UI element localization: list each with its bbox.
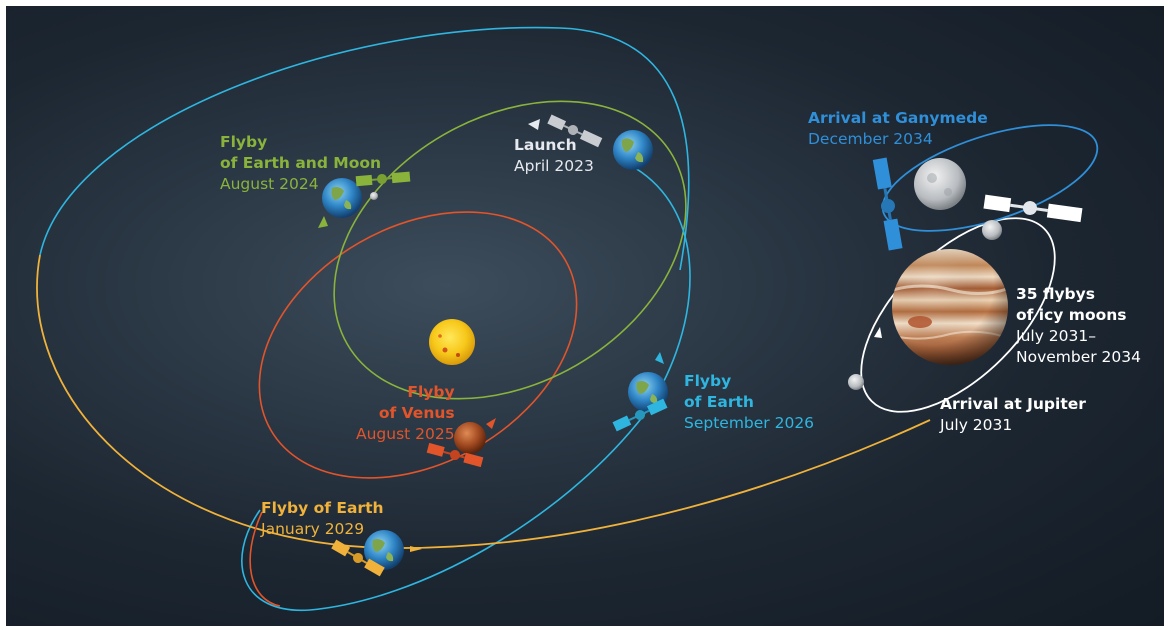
icy-moons-title-1: 35 flybys — [1016, 285, 1095, 303]
ganymede-icon — [914, 158, 966, 210]
launch-title: Launch — [514, 136, 577, 154]
flyby-earth-2026-title-2: of Earth — [684, 393, 754, 411]
flyby-earth-2026-label: Flyby of Earth September 2026 — [684, 371, 814, 434]
flyby-venus-label: Flyby of Venus August 2025 — [356, 382, 455, 445]
moon-icon — [848, 374, 864, 390]
space-background: Launch April 2023 Flyby of Earth and Moo… — [6, 6, 1164, 626]
arrival-ganymede-label: Arrival at Ganymede December 2034 — [808, 108, 988, 150]
arrival-jupiter-title: Arrival at Jupiter — [940, 395, 1086, 413]
arrow-marker — [318, 216, 328, 228]
arrow-marker — [528, 119, 540, 130]
venus-orbit-tail — [249, 511, 281, 607]
arrival-ganymede-title: Arrival at Ganymede — [808, 109, 988, 127]
spacecraft-icon — [983, 194, 1083, 223]
arrow-marker — [655, 352, 664, 364]
flyby-earth-2029-title: Flyby of Earth — [261, 499, 384, 517]
venus-orbit — [258, 211, 578, 479]
spacecraft-icon — [426, 442, 484, 468]
icy-moons-date-2: November 2034 — [1016, 348, 1142, 366]
spacecraft-icon — [547, 114, 603, 148]
spacecraft-icon — [872, 157, 903, 251]
launch-date: April 2023 — [514, 157, 594, 175]
arrival-ganymede-date: December 2034 — [808, 130, 933, 148]
flyby-earth-moon-title-2: of Earth and Moon — [220, 154, 382, 172]
moon-icon — [982, 220, 1002, 240]
icy-moons-label: 35 flybys of icy moons July 2031– Novemb… — [1016, 284, 1141, 368]
flyby-earth-moon-date: August 2024 — [220, 175, 319, 193]
flyby-earth-2026-title-1: Flyby — [684, 372, 732, 390]
flyby-earth-2029-label: Flyby of Earth January 2029 — [261, 498, 384, 540]
flyby-earth-2029-date: January 2029 — [261, 520, 365, 538]
jupiter-icon — [892, 249, 1008, 365]
earth-icon — [613, 130, 653, 170]
trajectory-diagram — [36, 26, 1099, 611]
ganymede-orbit — [881, 124, 1099, 232]
earth-icon — [322, 178, 362, 218]
flyby-earth-moon-title-1: Flyby — [220, 133, 268, 151]
flyby-earth-2026-date: September 2026 — [684, 414, 815, 432]
arrow-marker — [486, 418, 496, 429]
green-orbit — [333, 100, 687, 400]
spacecraft-icon — [331, 539, 385, 577]
venus-icon — [454, 422, 486, 454]
flyby-venus-date: August 2025 — [356, 425, 455, 443]
spacecraft-icon — [355, 171, 411, 187]
cyan-trajectory — [241, 159, 691, 611]
flyby-venus-title-2: of Venus — [378, 404, 455, 422]
moon-icon — [370, 192, 378, 200]
flyby-venus-title-1: Flyby — [407, 383, 455, 401]
sun-icon — [429, 319, 475, 365]
arrival-jupiter-date: July 2031 — [940, 416, 1013, 434]
arrow-marker — [874, 327, 882, 338]
arrow-marker — [410, 546, 422, 552]
flyby-earth-moon-label: Flyby of Earth and Moon August 2024 — [220, 132, 381, 195]
icy-moons-title-2: of icy moons — [1016, 306, 1127, 324]
launch-label: Launch April 2023 — [514, 135, 594, 177]
spacecraft-icon — [612, 398, 668, 432]
icy-moons-date-1: July 2031– — [1016, 327, 1096, 345]
earth-icon — [364, 530, 404, 570]
arrival-jupiter-label: Arrival at Jupiter July 2031 — [940, 394, 1086, 436]
cyan-trajectory-outer — [39, 26, 690, 271]
